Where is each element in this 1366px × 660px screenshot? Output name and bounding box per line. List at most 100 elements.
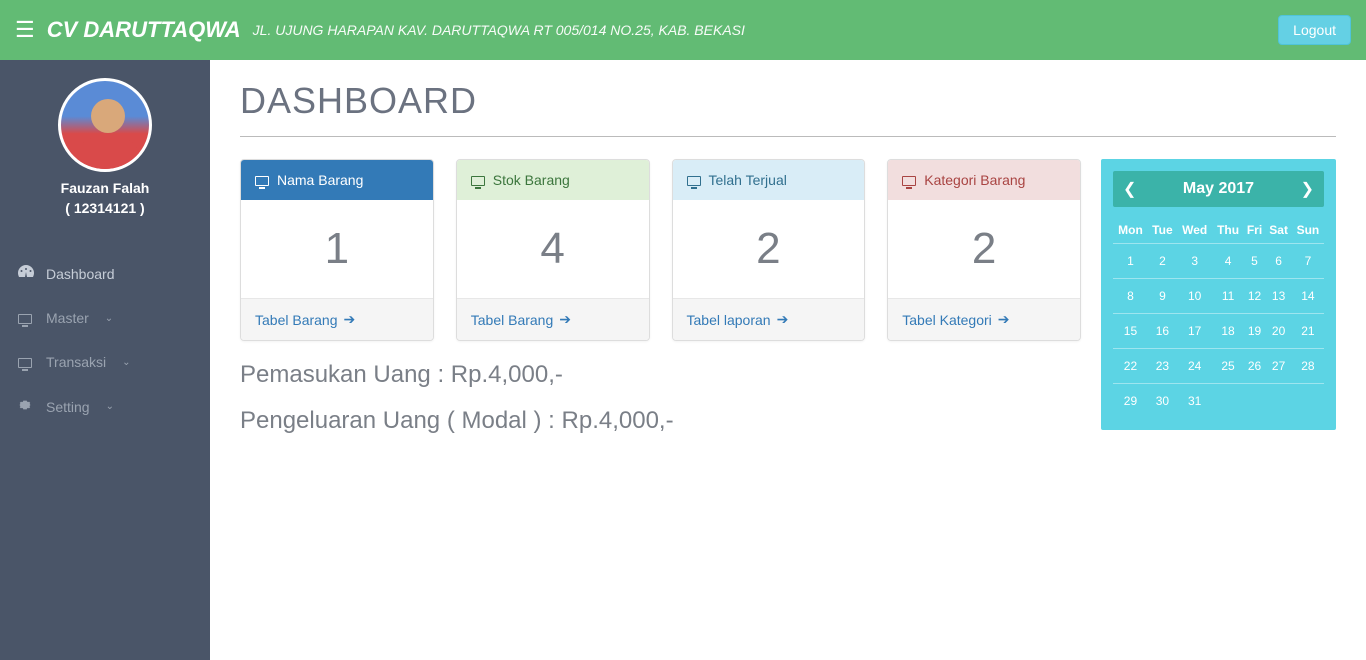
calendar-widget: ❮ May 2017 ❯ MonTueWedThuFriSatSun 12345…: [1101, 159, 1336, 430]
calendar-day: [1292, 384, 1324, 419]
calendar-day[interactable]: 20: [1265, 314, 1291, 349]
panel-link[interactable]: Tabel Kategori: [902, 312, 992, 328]
monitor-icon: [687, 172, 701, 188]
monitor-icon: [255, 172, 269, 188]
sidebar-item-label: Master: [46, 310, 89, 326]
chevron-down-icon: ⌄: [106, 401, 114, 412]
calendar-day: [1212, 384, 1243, 419]
gear-icon: [18, 398, 34, 415]
calendar-day[interactable]: 8: [1113, 279, 1148, 314]
sidebar-item-label: Dashboard: [46, 266, 115, 282]
avatar[interactable]: [58, 78, 152, 172]
calendar-day[interactable]: 5: [1244, 244, 1266, 279]
monitor-icon: [18, 354, 34, 370]
panel-footer[interactable]: Tabel Barang ➔: [457, 298, 649, 340]
calendar-day-header: Fri: [1244, 217, 1266, 244]
calendar-day[interactable]: 13: [1265, 279, 1291, 314]
sidebar-nav: Dashboard Master ⌄ Transaksi ⌄ Setting ⌄: [0, 251, 210, 429]
sidebar: Fauzan Falah ( 12314121 ) Dashboard Mast…: [0, 60, 210, 660]
arrow-right-icon: ➔: [777, 311, 789, 328]
sidebar-item-transaksi[interactable]: Transaksi ⌄: [0, 340, 210, 384]
calendar-day[interactable]: 31: [1177, 384, 1213, 419]
arrow-right-icon: ➔: [559, 311, 571, 328]
dashboard-icon: [18, 265, 34, 282]
calendar-day[interactable]: 6: [1265, 244, 1291, 279]
panel-title: Kategori Barang: [924, 172, 1025, 188]
cards-area: Nama Barang 1 Tabel Barang ➔ Stok Barang…: [240, 159, 1081, 435]
calendar-day-header: Sun: [1292, 217, 1324, 244]
arrow-right-icon: ➔: [344, 311, 356, 328]
calendar-day[interactable]: 7: [1292, 244, 1324, 279]
panel-title: Telah Terjual: [709, 172, 787, 188]
calendar-header: ❮ May 2017 ❯: [1113, 171, 1324, 207]
income-summary: Pemasukan Uang : Rp.4,000,-: [240, 361, 1081, 389]
calendar-day[interactable]: 15: [1113, 314, 1148, 349]
content-row: Nama Barang 1 Tabel Barang ➔ Stok Barang…: [240, 159, 1336, 435]
panel-link[interactable]: Tabel laporan: [687, 312, 771, 328]
sidebar-item-dashboard[interactable]: Dashboard: [0, 251, 210, 296]
stat-panel: Nama Barang 1 Tabel Barang ➔: [240, 159, 434, 341]
user-id: ( 12314121 ): [0, 200, 210, 216]
panel-value: 2: [673, 200, 865, 298]
calendar-day[interactable]: 3: [1177, 244, 1213, 279]
stat-panel: Telah Terjual 2 Tabel laporan ➔: [672, 159, 866, 341]
user-name: Fauzan Falah: [0, 180, 210, 196]
brand-subtitle: JL. UJUNG HARAPAN KAV. DARUTTAQWA RT 005…: [253, 22, 745, 38]
calendar-day[interactable]: 17: [1177, 314, 1213, 349]
panel-heading: Telah Terjual: [673, 160, 865, 200]
calendar-day[interactable]: 23: [1148, 349, 1177, 384]
chevron-down-icon: ⌄: [122, 357, 130, 368]
calendar-day[interactable]: 26: [1244, 349, 1266, 384]
calendar-next-icon[interactable]: ❯: [1301, 179, 1314, 199]
panel-link[interactable]: Tabel Barang: [471, 312, 554, 328]
panel-footer[interactable]: Tabel Kategori ➔: [888, 298, 1080, 340]
calendar-day[interactable]: 9: [1148, 279, 1177, 314]
panel-footer[interactable]: Tabel laporan ➔: [673, 298, 865, 340]
calendar-day[interactable]: 4: [1212, 244, 1243, 279]
brand-title: CV DARUTTAQWA: [47, 17, 241, 43]
page-title: DASHBOARD: [240, 80, 1336, 122]
panel-value: 1: [241, 200, 433, 298]
panel-heading: Stok Barang: [457, 160, 649, 200]
panel-heading: Nama Barang: [241, 160, 433, 200]
top-header: ☰ CV DARUTTAQWA JL. UJUNG HARAPAN KAV. D…: [0, 0, 1366, 60]
stat-panel: Kategori Barang 2 Tabel Kategori ➔: [887, 159, 1081, 341]
panel-link[interactable]: Tabel Barang: [255, 312, 338, 328]
calendar-prev-icon[interactable]: ❮: [1123, 179, 1136, 199]
calendar-day[interactable]: 24: [1177, 349, 1213, 384]
calendar-day-header: Tue: [1148, 217, 1177, 244]
calendar-day[interactable]: 27: [1265, 349, 1291, 384]
logout-button[interactable]: Logout: [1278, 15, 1351, 45]
sidebar-item-setting[interactable]: Setting ⌄: [0, 384, 210, 429]
calendar-day[interactable]: 11: [1212, 279, 1243, 314]
calendar-day[interactable]: 21: [1292, 314, 1324, 349]
chevron-down-icon: ⌄: [105, 313, 113, 324]
calendar-day-header: Wed: [1177, 217, 1213, 244]
calendar-table: MonTueWedThuFriSatSun 123456789101112131…: [1113, 217, 1324, 418]
calendar-day[interactable]: 30: [1148, 384, 1177, 419]
calendar-day[interactable]: 29: [1113, 384, 1148, 419]
panel-title: Stok Barang: [493, 172, 570, 188]
calendar-day[interactable]: 1: [1113, 244, 1148, 279]
panel-heading: Kategori Barang: [888, 160, 1080, 200]
calendar-day[interactable]: 28: [1292, 349, 1324, 384]
calendar-day-header: Sat: [1265, 217, 1291, 244]
calendar-day[interactable]: 14: [1292, 279, 1324, 314]
calendar-day-header: Mon: [1113, 217, 1148, 244]
user-profile: Fauzan Falah ( 12314121 ): [0, 60, 210, 226]
panel-footer[interactable]: Tabel Barang ➔: [241, 298, 433, 340]
calendar-day[interactable]: 19: [1244, 314, 1266, 349]
sidebar-item-label: Transaksi: [46, 354, 106, 370]
calendar-day[interactable]: 16: [1148, 314, 1177, 349]
calendar-day[interactable]: 10: [1177, 279, 1213, 314]
stat-panel: Stok Barang 4 Tabel Barang ➔: [456, 159, 650, 341]
expense-summary: Pengeluaran Uang ( Modal ) : Rp.4,000,-: [240, 407, 1081, 435]
calendar-day[interactable]: 22: [1113, 349, 1148, 384]
sidebar-item-master[interactable]: Master ⌄: [0, 296, 210, 340]
calendar-day[interactable]: 2: [1148, 244, 1177, 279]
calendar-day[interactable]: 18: [1212, 314, 1243, 349]
calendar-day: [1244, 384, 1266, 419]
calendar-day[interactable]: 12: [1244, 279, 1266, 314]
menu-toggle-icon[interactable]: ☰: [15, 17, 35, 43]
calendar-day[interactable]: 25: [1212, 349, 1243, 384]
